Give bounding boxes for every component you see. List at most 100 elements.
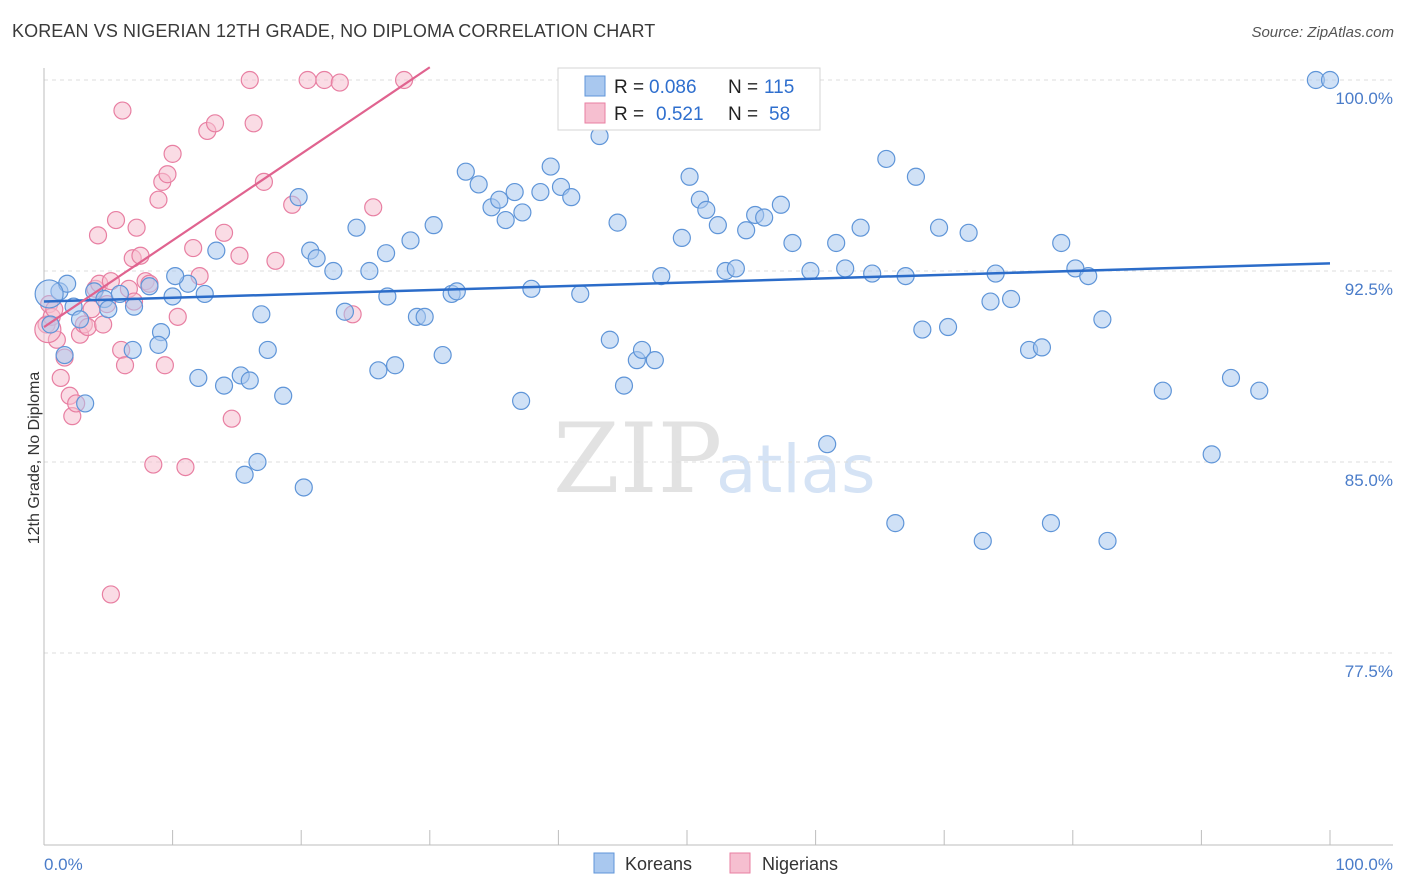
koreans-point	[737, 221, 756, 240]
koreans-bottom-swatch	[593, 852, 615, 874]
koreans-point	[324, 261, 343, 281]
nigerians-point	[144, 455, 163, 474]
koreans-point	[531, 182, 550, 202]
koreans-point	[959, 223, 978, 242]
koreans-point	[140, 277, 159, 296]
koreans-point	[614, 376, 634, 395]
nigerians-point	[168, 307, 187, 326]
koreans-point	[913, 320, 932, 339]
nigerians-point	[113, 101, 132, 120]
koreans-points	[34, 70, 1340, 551]
koreans-point	[697, 200, 716, 219]
koreans-point	[235, 465, 254, 484]
nigerians-point	[176, 457, 195, 477]
koreans-point	[274, 386, 293, 405]
koreans-point	[294, 478, 313, 497]
koreans-point	[1001, 289, 1021, 309]
koreans-point	[289, 188, 308, 207]
koreans-point	[522, 279, 541, 298]
nigerians-point	[214, 223, 234, 242]
koreans-point	[1320, 70, 1340, 90]
koreans-point	[863, 264, 882, 283]
koreans-point	[76, 394, 95, 413]
nigerians-n-value: 58	[769, 104, 790, 125]
nigerians-points	[34, 70, 414, 604]
nigerians-point	[101, 585, 120, 604]
y-axis-label: 12th Grade, No Diploma	[26, 372, 43, 545]
koreans-point	[447, 282, 466, 301]
nigerians-point	[149, 190, 168, 209]
nigerians-trend-line	[43, 66, 431, 328]
chart-title: KOREAN VS NIGERIAN 12TH GRADE, NO DIPLOM…	[12, 21, 656, 41]
y-tick-label: 100.0%	[1335, 89, 1393, 108]
koreans-point	[1052, 233, 1071, 253]
nigerians-point	[364, 198, 383, 217]
koreans-point	[149, 335, 168, 354]
koreans-point	[456, 162, 475, 181]
x-tick-label-max: 100.0%	[1335, 855, 1393, 874]
koreans-point	[1098, 531, 1117, 551]
koreans-point	[973, 531, 992, 551]
koreans-legend-label: Koreans	[625, 854, 692, 874]
nigerians-point	[158, 165, 177, 184]
koreans-legend-swatch	[584, 75, 606, 97]
y-tick-label: 77.5%	[1345, 662, 1393, 681]
koreans-point	[929, 218, 949, 237]
koreans-point	[1221, 368, 1241, 388]
koreans-point	[123, 340, 142, 360]
nigerians-point	[330, 73, 349, 92]
koreans-point	[886, 514, 905, 533]
koreans-point	[347, 218, 366, 237]
nigerians-point	[244, 114, 263, 133]
nigerians-point	[115, 356, 135, 375]
koreans-point	[70, 310, 90, 329]
koreans-point	[801, 261, 820, 281]
koreans-point	[851, 218, 870, 237]
koreans-point	[645, 351, 664, 370]
koreans-point	[783, 233, 802, 253]
koreans-point	[195, 284, 214, 304]
koreans-point	[99, 300, 118, 319]
y-tick-labels: 77.5% 85.0% 92.5% 100.0%	[1335, 89, 1393, 681]
koreans-point	[600, 330, 619, 349]
koreans-point	[1093, 310, 1112, 329]
koreans-point	[571, 284, 590, 304]
koreans-point	[240, 371, 259, 390]
koreans-r-value: 0.086	[649, 77, 697, 98]
koreans-point	[496, 210, 515, 230]
nigerians-r-label: R =	[614, 104, 644, 125]
koreans-point	[248, 452, 267, 472]
x-tick-marks	[43, 830, 1331, 845]
koreans-point	[938, 317, 958, 337]
koreans-point	[505, 182, 524, 202]
nigerians-point	[230, 246, 249, 265]
koreans-point	[1153, 381, 1172, 400]
koreans-point	[469, 175, 488, 194]
koreans-point	[562, 188, 581, 207]
koreans-point	[360, 261, 379, 281]
koreans-point	[1041, 514, 1061, 533]
nigerians-bottom-swatch	[729, 852, 751, 874]
koreans-cluster-point	[34, 279, 64, 309]
koreans-point	[376, 244, 396, 263]
nigerians-legend-label: Nigerians	[762, 854, 838, 874]
koreans-point	[214, 376, 234, 395]
koreans-point	[401, 231, 420, 250]
gridlines	[44, 79, 1393, 654]
koreans-n-value: 115	[764, 77, 794, 98]
nigerians-point	[155, 356, 174, 375]
koreans-trend-line	[43, 262, 1331, 303]
koreans-point	[433, 345, 452, 365]
koreans-point	[490, 190, 509, 209]
nigerians-point	[106, 210, 126, 230]
koreans-point	[652, 266, 671, 286]
nigerians-point	[184, 238, 203, 258]
x-tick-label-min: 0.0%	[44, 855, 83, 874]
nigerians-point	[240, 70, 259, 90]
y-tick-label: 85.0%	[1345, 471, 1393, 490]
koreans-point	[424, 216, 443, 235]
koreans-point	[55, 345, 74, 365]
watermark-zip: ZIP	[553, 403, 722, 515]
koreans-r-label: R =	[614, 77, 644, 98]
nigerians-point	[222, 409, 241, 428]
